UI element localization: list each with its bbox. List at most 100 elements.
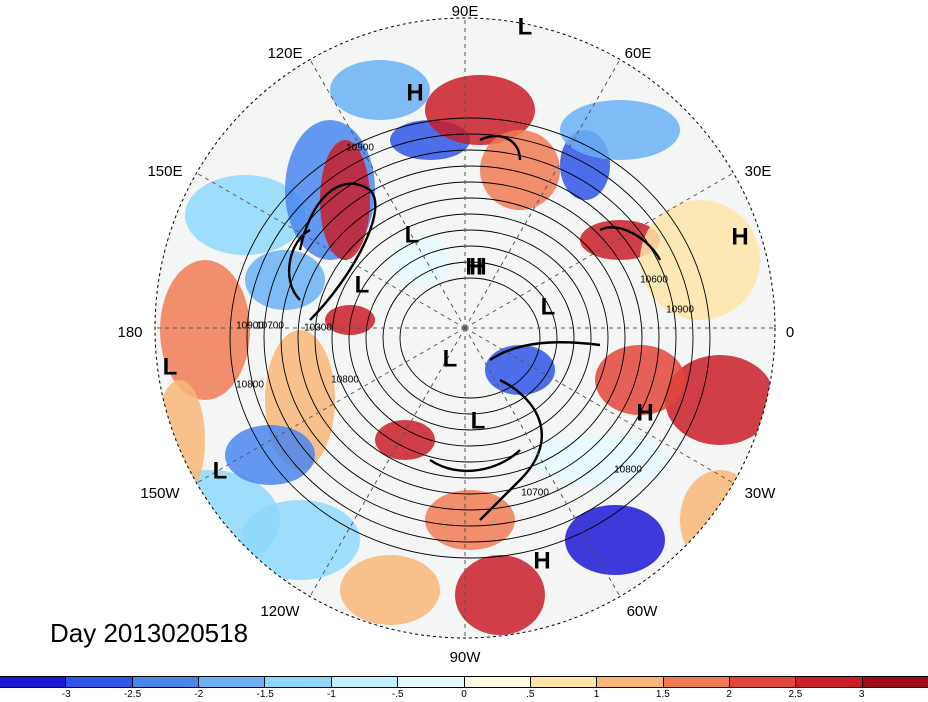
meridian xyxy=(196,172,466,329)
colorbar-tick-label: -2 xyxy=(194,689,204,700)
anomaly-blob xyxy=(640,200,760,320)
contour-label: 10800 xyxy=(331,375,359,386)
colorbar-labels: -3 -2.5 -2 -1.5 -1 -.5 0 .5 1 1.5 2 2.5 3 xyxy=(0,689,928,702)
longitude-label: 0 xyxy=(786,324,794,341)
jet-contour xyxy=(489,341,601,361)
jet-contour xyxy=(287,228,311,301)
anomaly-blob xyxy=(320,140,370,260)
anomaly-blob xyxy=(160,260,250,400)
polar-map: 90E 60E 30E 0 30W 60W 90W 120W 150W 180 150E 120E L… xyxy=(117,3,794,666)
jet-contour xyxy=(599,226,662,261)
pressure-system-marker: H xyxy=(731,223,748,250)
height-contour xyxy=(280,165,660,511)
anomaly-blob xyxy=(485,345,555,395)
colorbar-tick-label: 1 xyxy=(593,689,600,700)
longitude-label: 60E xyxy=(625,45,652,62)
anomaly-blob xyxy=(565,505,665,575)
colorbar-tick-label: -3 xyxy=(61,689,71,700)
anomaly-blob xyxy=(455,555,545,635)
colorbar-swatch xyxy=(398,677,465,687)
jet-contour xyxy=(479,134,522,161)
longitude-label: 150E xyxy=(147,163,182,180)
height-contour xyxy=(382,261,558,415)
colorbar-swatch xyxy=(729,677,797,687)
colorbar-swatch xyxy=(265,677,332,687)
pressure-system-marker: L xyxy=(518,13,533,40)
height-contour xyxy=(297,181,643,495)
anomaly-blob xyxy=(425,490,515,550)
anomaly-blob xyxy=(375,420,435,460)
colorbar-tick-label: 1.5 xyxy=(655,689,670,700)
contour-label: 10600 xyxy=(640,275,668,286)
meridian xyxy=(196,327,466,484)
colorbar-tick-label: -1 xyxy=(326,689,336,700)
colorbar xyxy=(0,676,928,688)
colorbar-swatch xyxy=(862,677,928,687)
jet-contour xyxy=(298,182,377,321)
pressure-system-marker: H xyxy=(533,547,550,574)
anomaly-blob xyxy=(665,355,775,445)
pressure-system-marker: L xyxy=(541,293,556,320)
graticule xyxy=(155,18,775,638)
anomaly-blob xyxy=(325,305,375,335)
anomaly-blob xyxy=(480,130,560,210)
longitude-label: 30W xyxy=(745,485,777,502)
colorbar-swatch xyxy=(199,677,266,687)
anomaly-blob xyxy=(185,175,305,255)
anomaly-blob xyxy=(560,100,680,160)
map-disk xyxy=(155,18,775,638)
contour-label: 10800 xyxy=(614,465,642,476)
anomaly-blob xyxy=(240,500,360,580)
meridian xyxy=(309,327,466,597)
colorbar-swatch xyxy=(132,677,200,687)
anomaly-blob xyxy=(225,425,315,485)
pressure-system-marker: L xyxy=(405,221,420,248)
pressure-system-marker: H xyxy=(465,253,482,280)
contour-label: 10300 xyxy=(304,323,332,334)
anomaly-blob xyxy=(330,60,430,120)
height-contour xyxy=(263,149,677,527)
colorbar-tick-label: .5 xyxy=(526,689,535,700)
colorbar-tick-label: -2.5 xyxy=(123,689,142,700)
height-contours xyxy=(229,117,711,559)
contour-label: 10900 xyxy=(346,143,374,154)
longitude-label: 60W xyxy=(627,603,659,620)
meridian xyxy=(309,59,466,329)
meridian xyxy=(464,172,734,329)
pressure-system-marker: L xyxy=(355,271,370,298)
longitude-label: 90E xyxy=(452,3,479,20)
colorbar-tick-label: 0 xyxy=(461,689,467,700)
jet-contours xyxy=(287,134,662,521)
colorbar-tick-label: 2.5 xyxy=(788,689,803,700)
pressure-system-marker: L xyxy=(443,345,458,372)
pressure-system-marker: L xyxy=(471,407,486,434)
anomaly-blob xyxy=(530,435,670,485)
pressure-system-marker: L xyxy=(163,353,178,380)
colorbar-swatch xyxy=(464,677,531,687)
colorbar-tick-label: -.5 xyxy=(391,689,404,700)
pressure-system-marker: H xyxy=(406,79,423,106)
anomaly-blob xyxy=(390,235,450,285)
contour-label: 10900 xyxy=(666,305,694,316)
height-contour xyxy=(229,117,711,559)
colorbar-swatch xyxy=(66,677,133,687)
pressure-system-marker: L xyxy=(213,457,228,484)
height-contour xyxy=(331,213,609,463)
contour-label: 10800 xyxy=(236,380,264,391)
meridian xyxy=(464,59,621,329)
colorbar-tick-label: 2 xyxy=(726,689,732,700)
anomaly-blob xyxy=(340,555,440,625)
meridian xyxy=(464,327,734,484)
longitude-label: 90W xyxy=(450,649,482,666)
longitude-label: 30E xyxy=(745,163,772,180)
longitude-label: 180 xyxy=(117,324,142,341)
colorbar-swatch xyxy=(331,677,399,687)
height-contour xyxy=(348,229,592,447)
colorbar-swatch xyxy=(663,677,730,687)
height-contour xyxy=(314,197,626,479)
pressure-system-marker: H xyxy=(469,253,486,280)
meridian xyxy=(464,327,621,597)
jet-contour xyxy=(429,449,521,473)
pressure-system-marker: H xyxy=(636,399,653,426)
jet-contour xyxy=(479,378,543,521)
